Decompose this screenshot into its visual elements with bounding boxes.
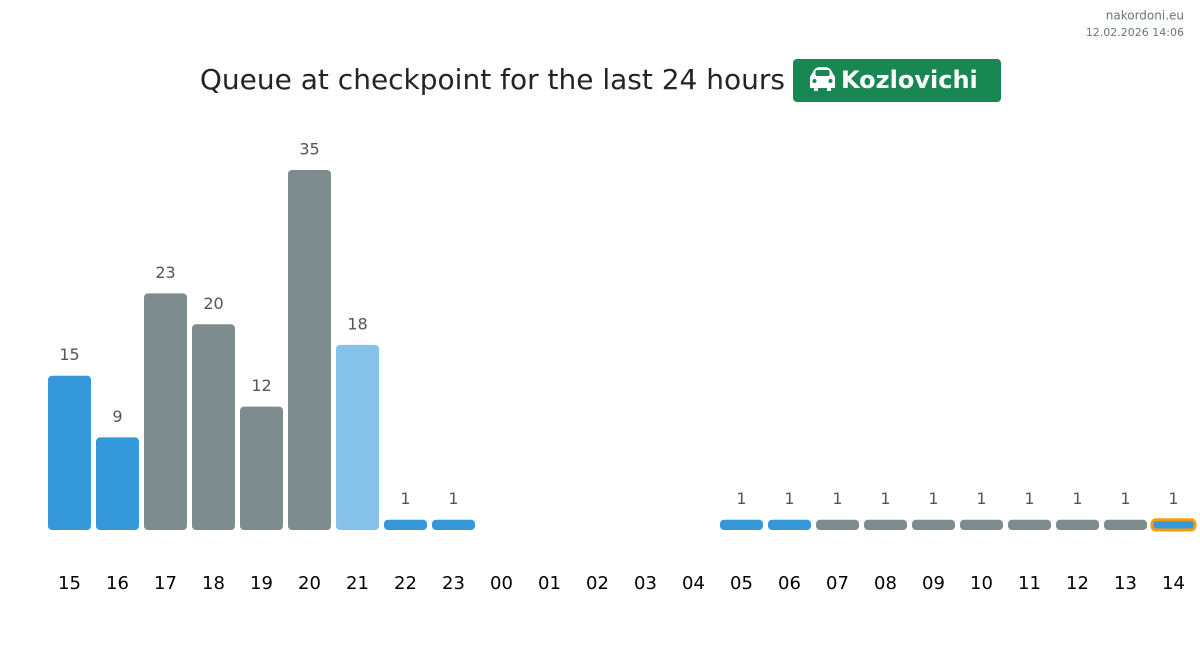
value-label: 1 (928, 489, 938, 508)
value-label: 18 (347, 314, 367, 333)
timestamp: 12.02.2026 14:06 (1086, 26, 1184, 39)
x-tick-label: 12 (1066, 573, 1089, 594)
badge-label: Kozlovichi (841, 66, 978, 94)
x-tick-label: 06 (778, 573, 801, 594)
bar (336, 344, 379, 530)
bar (768, 519, 811, 530)
value-label: 1 (784, 489, 794, 508)
chart-title: Queue at checkpoint for the last 24 hour… (200, 63, 785, 96)
x-tick-label: 23 (442, 573, 465, 594)
value-label: 1 (880, 489, 890, 508)
value-label: 35 (299, 140, 319, 159)
x-tick-label: 15 (58, 573, 81, 594)
x-tick-label: 13 (1114, 573, 1137, 594)
x-tick-label: 10 (970, 573, 993, 594)
value-label: 1 (736, 489, 746, 508)
value-label: 1 (1120, 489, 1130, 508)
x-tick-label: 07 (826, 573, 849, 594)
x-tick-label: 00 (490, 573, 513, 594)
x-tick-label: 11 (1018, 573, 1041, 594)
checkpoint-badge: Kozlovichi (793, 59, 1001, 102)
x-tick-label: 08 (874, 573, 897, 594)
x-tick-label: 03 (634, 573, 657, 594)
value-label: 15 (59, 345, 79, 364)
value-label: 23 (155, 263, 175, 282)
bar (384, 519, 427, 530)
value-label: 1 (976, 489, 986, 508)
x-tick-label: 02 (586, 573, 609, 594)
x-tick-label: 21 (346, 573, 369, 594)
bar (96, 437, 139, 530)
bar (288, 170, 331, 530)
bar (1150, 518, 1197, 532)
value-label: 1 (832, 489, 842, 508)
x-tick-label: 04 (682, 573, 705, 594)
bar (864, 519, 907, 530)
bar (432, 519, 475, 530)
car-icon (810, 67, 835, 91)
value-label: 1 (1168, 489, 1178, 508)
x-tick-label: 16 (106, 573, 129, 594)
bar (48, 375, 91, 530)
bar (816, 519, 859, 530)
bar (720, 519, 763, 530)
bar (1104, 519, 1147, 530)
value-label: 1 (448, 489, 458, 508)
bar (144, 293, 187, 530)
badge-background (793, 59, 1001, 102)
value-label: 12 (251, 376, 271, 395)
x-tick-label: 05 (730, 573, 753, 594)
value-label: 1 (1072, 489, 1082, 508)
x-tick-label: 01 (538, 573, 561, 594)
bar (192, 324, 235, 530)
bar (960, 519, 1003, 530)
x-tick-label: 09 (922, 573, 945, 594)
x-tick-label: 20 (298, 573, 321, 594)
value-label: 1 (1024, 489, 1034, 508)
bar (1008, 519, 1051, 530)
bar (912, 519, 955, 530)
x-tick-label: 14 (1162, 573, 1185, 594)
x-tick-label: 22 (394, 573, 417, 594)
x-tick-label: 19 (250, 573, 273, 594)
x-tick-label: 18 (202, 573, 225, 594)
value-label: 20 (203, 294, 223, 313)
x-tick-label: 17 (154, 573, 177, 594)
bar (240, 406, 283, 530)
value-label: 1 (400, 489, 410, 508)
bar (1056, 519, 1099, 530)
value-label: 9 (112, 407, 122, 426)
site-name: nakordoni.eu (1106, 9, 1184, 23)
